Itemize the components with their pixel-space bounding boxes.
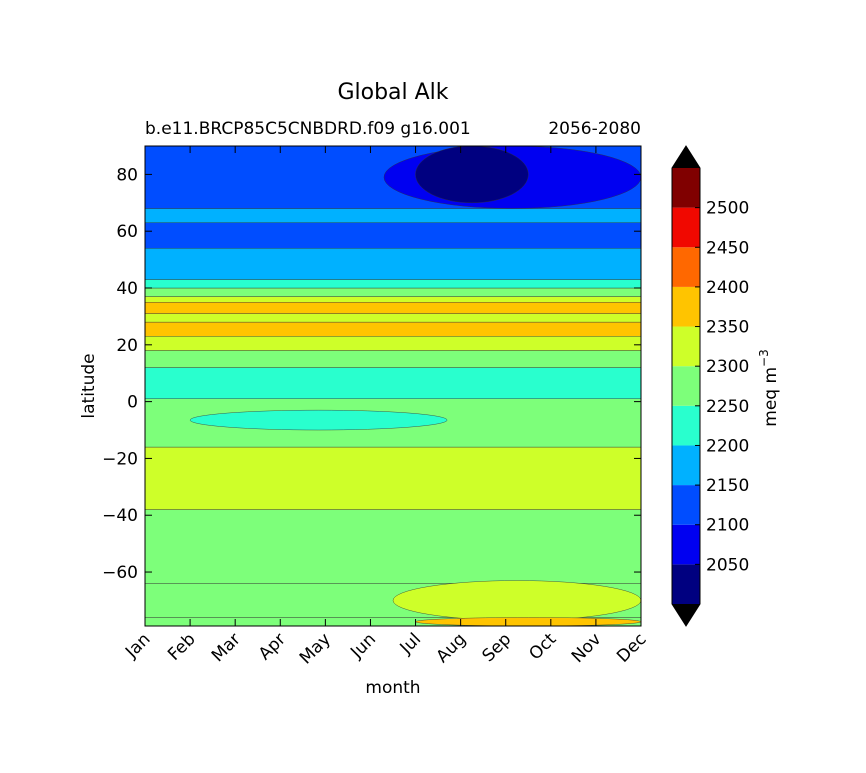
y-tick-label: −20 [102,449,138,469]
contour-region [189,409,448,431]
colorbar-tick-label: 2500 [706,199,749,219]
colorbar-label-exponent: −3 [757,349,771,367]
colorbar: 2050 2100 2150 2200 2250 2300 2350 2400 2450 2500 [671,145,749,627]
x-tick-label: Jul [396,629,425,658]
colorbar-under-arrow [672,604,700,626]
x-tick-label: Mar [208,629,245,666]
contour-band [145,350,641,368]
colorbar-segment [672,286,700,327]
colorbar-tick-label: 2150 [706,476,749,496]
colorbar-label: meq m−3 [757,349,781,426]
chart-subtitle-left: b.e11.BRCP85C5CNBDRD.f09 g16.001 [145,119,471,139]
colorbar-segment [672,564,700,604]
contour-band [145,509,641,584]
y-tick-label: 20 [116,336,138,356]
x-tick-label: Nov [568,629,606,667]
colorbar-segment [672,405,700,446]
contour-band [145,222,641,249]
x-tick-label: Aug [433,629,471,667]
svg-text:meq m−3: meq m−3 [757,349,781,426]
x-tick-label: Sep [478,629,515,666]
colorbar-tick-label: 2400 [706,278,749,298]
contour-band [145,302,641,314]
colorbar-segment [672,366,700,406]
y-tick-label: 60 [116,222,138,242]
x-tick-label: Jan [121,629,154,662]
y-tick-label: 80 [116,165,138,185]
y-axis-label: latitude [79,353,99,418]
colorbar-tick-label: 2350 [706,318,749,338]
colorbar-segment [672,524,700,565]
contour-band [145,296,641,303]
contour-band [145,208,641,223]
colorbar-tick-label: 2250 [706,397,749,417]
colorbar-segment [672,326,700,367]
colorbar-outline [671,145,701,627]
colorbar-segment [672,247,700,287]
colorbar-segment [672,485,700,525]
chart-title: Global Alk [337,80,448,105]
y-tick-label: −40 [102,506,138,526]
plot-frame [144,145,642,627]
x-tick-label: Feb [164,629,199,664]
colorbar-segment [672,207,700,248]
y-tick-label: 0 [127,393,138,413]
x-tick-label: Dec [613,629,650,666]
colorbar-segment [672,445,700,486]
contour-band [145,446,641,510]
contour-band [145,287,641,297]
colorbar-tick-label: 2450 [706,238,749,258]
x-tick-label: May [296,629,335,668]
x-tick-label: Apr [255,629,290,664]
colorbar-over-arrow [672,146,700,168]
y-axis: −60 −40 −20 0 20 40 60 80 [102,165,641,583]
colorbar-segment [672,168,700,208]
x-tick-label: Jun [346,629,380,663]
colorbar-tick-label: 2200 [706,436,749,456]
contour-band [145,279,641,289]
contour-band [145,321,641,337]
colorbar-tick-label: 2100 [706,516,749,536]
contour-region [415,617,641,626]
colorbar-tick-label: 2050 [706,555,749,575]
contour-band [145,336,641,351]
contour-band [145,248,641,280]
contour-band [145,367,641,399]
contour-region [415,146,529,203]
x-axis-label: month [365,678,420,698]
colorbar-tick-label: 2300 [706,357,749,377]
colorbar-label-text: meq m [761,367,781,427]
y-tick-label: −60 [102,563,138,583]
x-tick-label: Oct [525,629,560,664]
y-tick-label: 40 [116,279,138,299]
contour-band [145,313,641,323]
contour-region [392,580,641,621]
chart-subtitle-right: 2056-2080 [548,119,641,139]
plot-area [145,146,641,626]
